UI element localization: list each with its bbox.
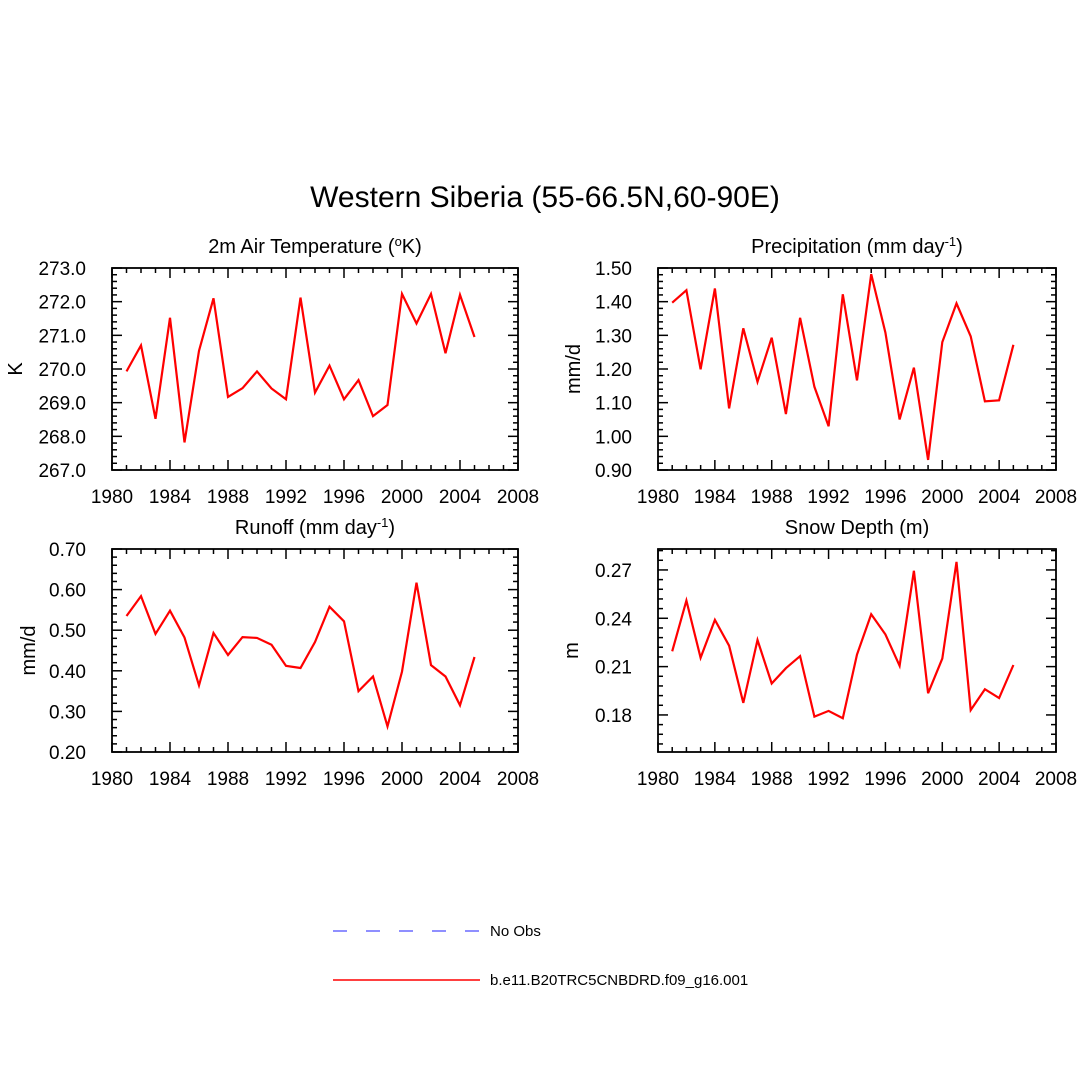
x-tick-label: 2000 <box>921 487 963 508</box>
x-tick-label: 1980 <box>91 769 133 790</box>
y-tick-label: 1.40 <box>595 293 632 314</box>
y-tick-label: 0.90 <box>595 461 632 482</box>
y-tick-label: 0.21 <box>595 658 632 679</box>
y-tick-label: 0.24 <box>595 609 632 630</box>
panel-title: Runoff (mm day-1) <box>235 515 395 539</box>
x-tick-label: 1996 <box>864 487 906 508</box>
y-tick-label: 268.0 <box>38 427 86 448</box>
figure-title: Western Siberia (55-66.5N,60-90E) <box>310 181 780 214</box>
x-tick-label: 1984 <box>694 769 737 790</box>
x-tick-label: 2008 <box>497 769 539 790</box>
x-tick-label: 1980 <box>637 487 679 508</box>
x-tick-label: 2004 <box>439 487 482 508</box>
series-line <box>671 561 1015 720</box>
x-tick-label: 1988 <box>751 769 793 790</box>
panel-3: Runoff (mm day-1) 1980 1984 1988 1992 1996 200… <box>18 515 539 790</box>
x-tick-label: 2000 <box>381 487 423 508</box>
y-axis-label: m <box>561 642 583 659</box>
legend-model-label: b.e11.B20TRC5CNBDRD.f09_g16.001 <box>490 972 748 989</box>
y-axis-label: mm/d <box>563 344 585 394</box>
y-tick-label: 0.60 <box>49 581 86 602</box>
y-tick-label: 1.50 <box>595 259 632 280</box>
x-tick-label: 1992 <box>265 487 307 508</box>
y-tick-label: 0.40 <box>49 662 86 683</box>
y-tick-label: 1.10 <box>595 394 632 415</box>
y-tick-label: 270.0 <box>38 360 86 381</box>
y-tick-label: 0.30 <box>49 702 86 723</box>
panel-title: Snow Depth (m) <box>785 517 930 539</box>
legend-no-obs-label: No Obs <box>490 923 541 940</box>
y-tick-label: 0.50 <box>49 621 86 642</box>
y-tick-label: 0.70 <box>49 540 86 561</box>
x-tick-label: 1996 <box>323 769 365 790</box>
y-tick-label: 271.0 <box>38 326 86 347</box>
y-tick-label: 0.18 <box>595 706 632 727</box>
x-tick-label: 2000 <box>381 769 423 790</box>
plot-frame <box>111 548 519 753</box>
y-tick-label: 267.0 <box>38 461 86 482</box>
x-tick-label: 2000 <box>921 769 963 790</box>
panel-title: Precipitation (mm day-1) <box>751 234 963 258</box>
y-tick-label: 1.20 <box>595 360 632 381</box>
y-axis-label: K <box>5 362 27 376</box>
plot-frame <box>657 267 1057 471</box>
x-tick-label: 1988 <box>751 487 793 508</box>
x-tick-label: 1980 <box>637 769 679 790</box>
panel-title: 2m Air Temperature (oK) <box>208 234 422 258</box>
panel-1: 2m Air Temperature (oK) 1980 1984 1988 1992 1… <box>5 234 539 508</box>
panel-4: Snow Depth (m) 1980 1984 1988 1992 1996 2000 20… <box>561 517 1077 790</box>
x-tick-label: 1996 <box>864 769 906 790</box>
x-tick-label: 1988 <box>207 769 249 790</box>
y-tick-label: 269.0 <box>38 394 86 415</box>
x-tick-label: 1992 <box>807 487 849 508</box>
x-tick-label: 1988 <box>207 487 249 508</box>
panels: 2m Air Temperature (oK) 1980 1984 1988 1992 1… <box>5 234 1077 790</box>
plot-frame <box>657 548 1057 753</box>
series-line <box>125 290 476 443</box>
x-tick-label: 2004 <box>978 769 1021 790</box>
x-tick-label: 1996 <box>323 487 365 508</box>
panel-2: Precipitation (mm day-1) 1980 1984 1988 1992… <box>563 234 1077 508</box>
y-tick-label: 272.0 <box>38 293 86 314</box>
y-tick-label: 0.20 <box>49 743 86 764</box>
x-tick-label: 2004 <box>978 487 1021 508</box>
series-line <box>671 273 1015 461</box>
y-axis-label: mm/d <box>18 626 40 676</box>
x-tick-label: 2008 <box>1035 487 1077 508</box>
y-tick-label: 273.0 <box>38 259 86 280</box>
x-tick-label: 1984 <box>149 487 192 508</box>
y-tick-label: 1.00 <box>595 427 632 448</box>
x-tick-label: 2008 <box>1035 769 1077 790</box>
x-tick-label: 2004 <box>439 769 482 790</box>
x-tick-label: 1992 <box>807 769 849 790</box>
x-tick-label: 1984 <box>149 769 192 790</box>
x-tick-label: 1984 <box>694 487 737 508</box>
x-tick-label: 1992 <box>265 769 307 790</box>
x-tick-label: 2008 <box>497 487 539 508</box>
legend: No Obs b.e11.B20TRC5CNBDRD.f09_g16.001 <box>333 923 748 989</box>
y-tick-label: 1.30 <box>595 326 632 347</box>
series-line <box>125 582 476 731</box>
y-tick-label: 0.27 <box>595 561 632 582</box>
x-tick-label: 1980 <box>91 487 133 508</box>
plot-frame <box>111 267 519 471</box>
